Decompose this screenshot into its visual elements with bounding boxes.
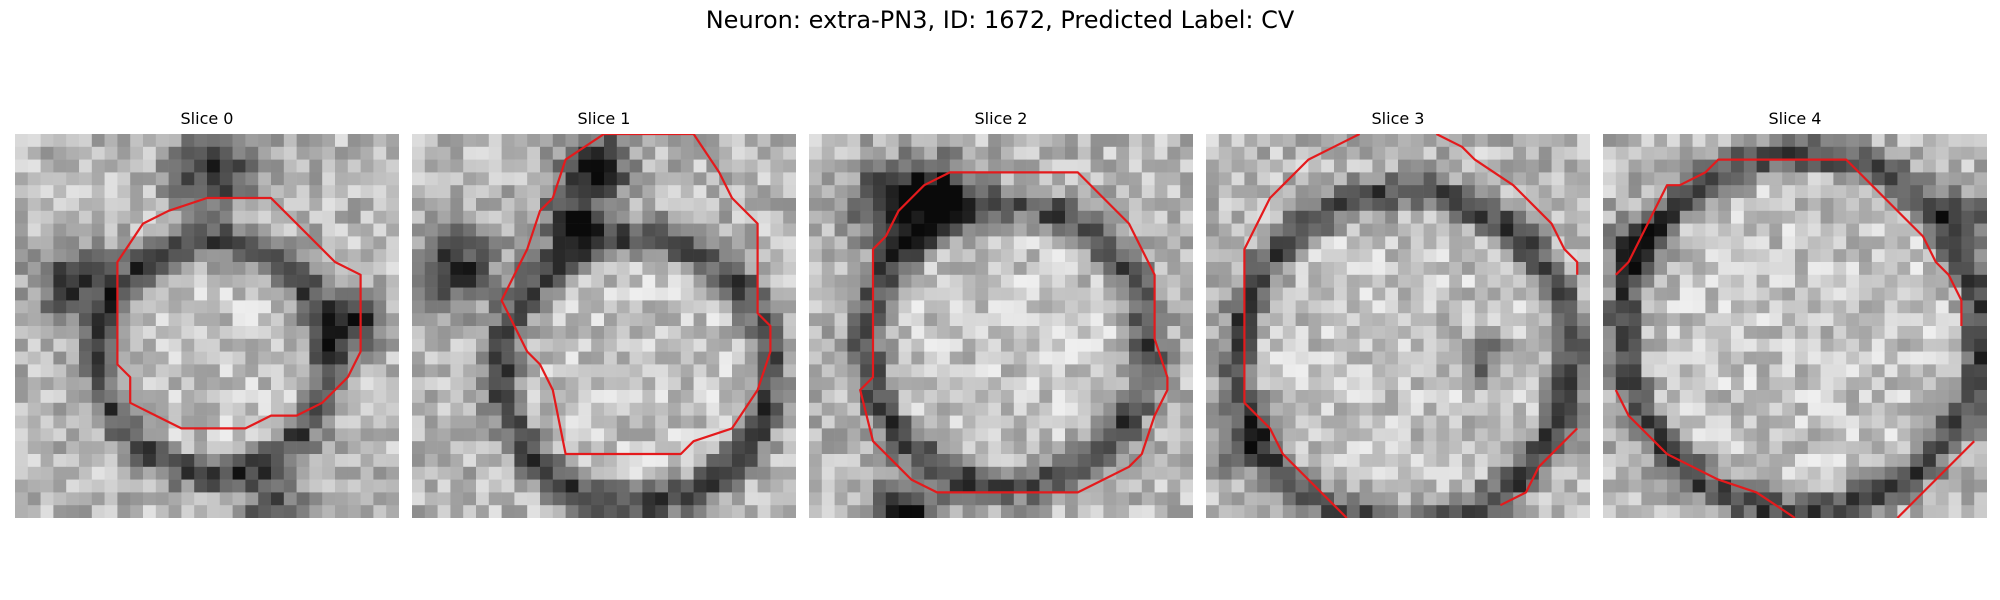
figure-title: Neuron: extra-PN3, ID: 1672, Predicted L… xyxy=(705,6,1295,34)
slice-title-1: Slice 1 xyxy=(577,109,631,128)
slice-panel-1: Slice 1 xyxy=(412,108,796,518)
slice-svg-2 xyxy=(809,134,1193,518)
segmentation-contour-3-c xyxy=(1499,427,1578,507)
slice-panel-0: Slice 0 xyxy=(15,108,399,518)
segmentation-contour-3-b xyxy=(1435,134,1579,275)
segmentation-contour-0 xyxy=(116,196,362,430)
slice-svg-1 xyxy=(412,134,796,518)
slice-title-0: Slice 0 xyxy=(180,109,234,128)
slice-title-3: Slice 3 xyxy=(1371,109,1425,128)
segmentation-contour-3 xyxy=(1243,134,1361,518)
segmentation-contour-2 xyxy=(859,171,1169,494)
segmentation-contour-4-c xyxy=(1896,440,1975,518)
slice-image-0 xyxy=(15,134,399,518)
slice-image-2 xyxy=(809,134,1193,518)
segmentation-contour-1 xyxy=(500,134,772,456)
segmentation-contour-4-b xyxy=(1614,389,1796,518)
slice-title-4: Slice 4 xyxy=(1768,109,1822,128)
slice-image-3 xyxy=(1206,134,1590,518)
slice-panel-2: Slice 2 xyxy=(809,108,1193,518)
slice-svg-3 xyxy=(1206,134,1590,518)
slice-svg-4 xyxy=(1603,134,1987,518)
slice-panel-3: Slice 3 xyxy=(1206,108,1590,518)
slice-image-1 xyxy=(412,134,796,518)
slice-svg-0 xyxy=(15,134,399,518)
slice-image-4 xyxy=(1603,134,1987,518)
slice-title-2: Slice 2 xyxy=(974,109,1028,128)
segmentation-contour-4 xyxy=(1615,158,1963,326)
slice-panel-4: Slice 4 xyxy=(1603,108,1987,518)
